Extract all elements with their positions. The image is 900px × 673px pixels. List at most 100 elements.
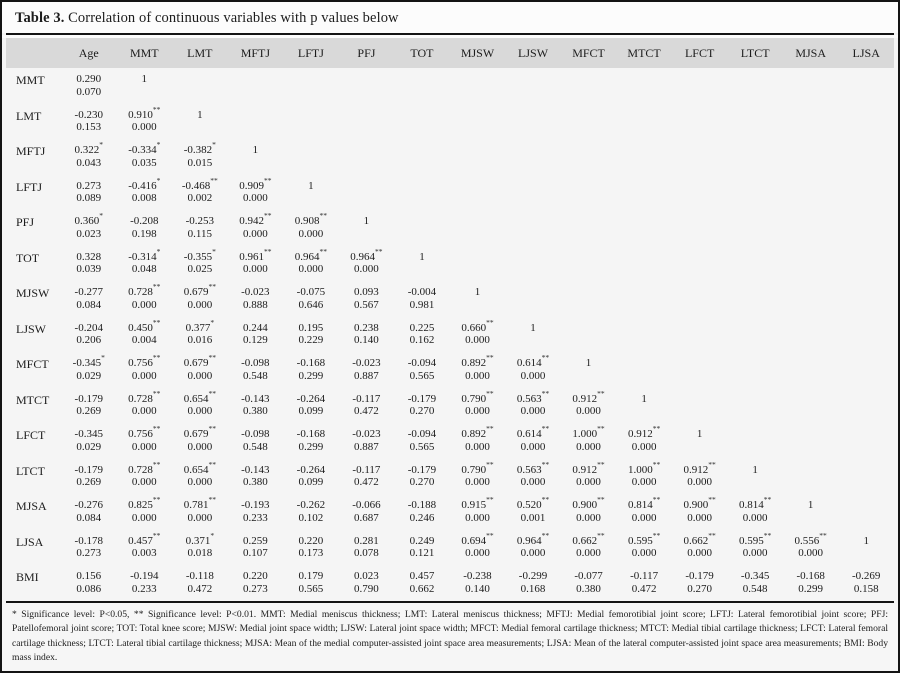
correlation-cell: 0.781** 0.000 — [172, 494, 228, 530]
p-value: 0.269 — [76, 476, 102, 489]
p-value: 0.000 — [131, 511, 157, 524]
significance-asterisk: ** — [152, 424, 161, 434]
p-value: 0.229 — [298, 334, 324, 347]
significance-asterisk: ** — [208, 388, 216, 398]
p-value: 0.084 — [76, 511, 102, 524]
significance-asterisk: ** — [541, 388, 550, 398]
p-value: 0.472 — [354, 405, 379, 418]
correlation-cell — [561, 246, 617, 282]
row-label-bmi: BMI — [16, 570, 39, 584]
p-value: 0.121 — [409, 547, 435, 560]
correlation-cell: 0.814** 0.000 — [727, 494, 783, 530]
row-label-ltct: LTCT — [16, 463, 45, 478]
correlation-cell — [783, 281, 839, 317]
r-value: 0.900** — [572, 495, 605, 511]
p-value: 0.000 — [131, 476, 157, 489]
correlation-cell — [450, 139, 506, 175]
correlation-cell: 0.614** 0.000 — [505, 352, 561, 388]
correlation-cell: 0.238 0.140 — [339, 317, 395, 353]
p-value: 0.000 — [465, 369, 490, 382]
correlation-cell: 0.328 0.039 — [61, 246, 117, 282]
r-value: -0.269 — [852, 570, 881, 582]
correlation-cell — [727, 281, 783, 317]
r-value: -0.143 — [241, 463, 270, 476]
r-value: -0.276 — [74, 499, 103, 511]
r-value: 0.290 — [76, 73, 102, 85]
correlation-cell — [505, 210, 561, 246]
significance-asterisk: ** — [486, 459, 494, 469]
significance-asterisk: ** — [263, 211, 272, 221]
r-value: 0.900** — [683, 495, 716, 511]
correlation-cell: 0.654** 0.000 — [172, 388, 228, 424]
table-row: MJSA -0.276 0.084 0.825** 0.000 0.781** 0.000-… — [6, 494, 894, 530]
row-label-pfj: PFJ — [16, 215, 35, 229]
significance-asterisk: ** — [152, 388, 161, 398]
correlation-cell: 0.220 0.173 — [283, 530, 339, 566]
row-label-mjsa: MJSA — [16, 499, 47, 513]
p-value: 0.000 — [520, 369, 546, 382]
p-value: 0.173 — [298, 547, 324, 560]
correlation-cell — [672, 104, 728, 140]
p-value: 0.099 — [298, 476, 324, 489]
r-value: 0.457 — [409, 570, 435, 582]
r-value: -0.004 — [407, 286, 437, 298]
significance-asterisk: ** — [208, 353, 216, 363]
correlation-cell: 0.249 0.121 — [394, 530, 450, 566]
r-value: 0.360* — [74, 211, 104, 227]
r-value: -0.194 — [130, 570, 159, 582]
p-value: 0.000 — [798, 547, 824, 560]
correlation-cell — [783, 139, 839, 175]
column-header-mfct: MFCT — [560, 38, 617, 68]
p-value: 0.000 — [465, 405, 490, 418]
p-value: 0.299 — [798, 582, 824, 595]
correlation-cell: -0.193 0.233 — [228, 494, 284, 530]
p-value: 0.070 — [76, 85, 102, 98]
significance-asterisk: * — [212, 140, 216, 150]
correlation-cell: 0.195 0.229 — [283, 317, 339, 353]
correlation-cell: -0.168 0.299 — [283, 423, 339, 459]
correlation-cell — [727, 104, 783, 140]
r-value: 1 — [308, 179, 314, 192]
table-head: Age MMT LMT MFTJ LFTJ PFJ TOT MJSW LJSW MFCT MTCT L… — [6, 38, 894, 68]
correlation-cell: 1 — [672, 423, 728, 459]
correlation-cell: 0.259 0.107 — [228, 530, 284, 566]
correlation-cell: 1 — [838, 530, 894, 566]
p-value: 0.000 — [520, 405, 546, 418]
correlation-cell: -0.168 0.299 — [283, 352, 339, 388]
correlation-cell — [561, 68, 617, 104]
correlation-cell: 0.156 0.086 — [61, 565, 117, 601]
r-value: 0.728** — [128, 282, 161, 298]
correlation-cell: 0.273 0.089 — [61, 175, 117, 211]
r-value: 1 — [530, 321, 536, 334]
p-value: 0.000 — [187, 440, 213, 453]
p-value: 0.158 — [853, 582, 879, 595]
r-value: -0.077 — [574, 570, 603, 582]
correlation-cell — [339, 139, 395, 175]
r-value: 0.942** — [239, 211, 272, 227]
correlation-cell: -0.355* 0.025 — [172, 246, 228, 282]
correlation-cell: -0.023 0.887 — [339, 352, 395, 388]
correlation-cell — [561, 139, 617, 175]
p-value: 0.000 — [465, 476, 490, 489]
r-value: 0.179 — [298, 570, 324, 582]
correlation-cell: 1 — [616, 388, 672, 424]
p-value: 0.472 — [631, 582, 657, 595]
p-value: 0.000 — [576, 405, 601, 418]
r-value: -0.179 — [407, 392, 437, 405]
correlation-cell — [838, 139, 894, 175]
p-value: 0.089 — [76, 192, 102, 205]
r-value: 0.238 — [354, 321, 379, 334]
correlation-cell: 0.371* 0.018 — [172, 530, 228, 566]
correlation-cell — [838, 210, 894, 246]
correlation-cell: -0.194 0.233 — [117, 565, 173, 601]
significance-asterisk: ** — [152, 104, 161, 114]
r-value: 0.595** — [627, 530, 661, 547]
correlation-cell: 0.679** 0.000 — [172, 281, 228, 317]
p-value: 0.000 — [631, 476, 657, 489]
significance-asterisk: * — [101, 353, 105, 363]
row-label-lmt: LMT — [16, 108, 42, 123]
p-value: 0.299 — [298, 369, 324, 382]
correlation-cell: -0.277 0.084 — [61, 281, 117, 317]
correlation-cell: 0.964** 0.000 — [339, 246, 395, 282]
significance-asterisk: ** — [597, 495, 605, 505]
